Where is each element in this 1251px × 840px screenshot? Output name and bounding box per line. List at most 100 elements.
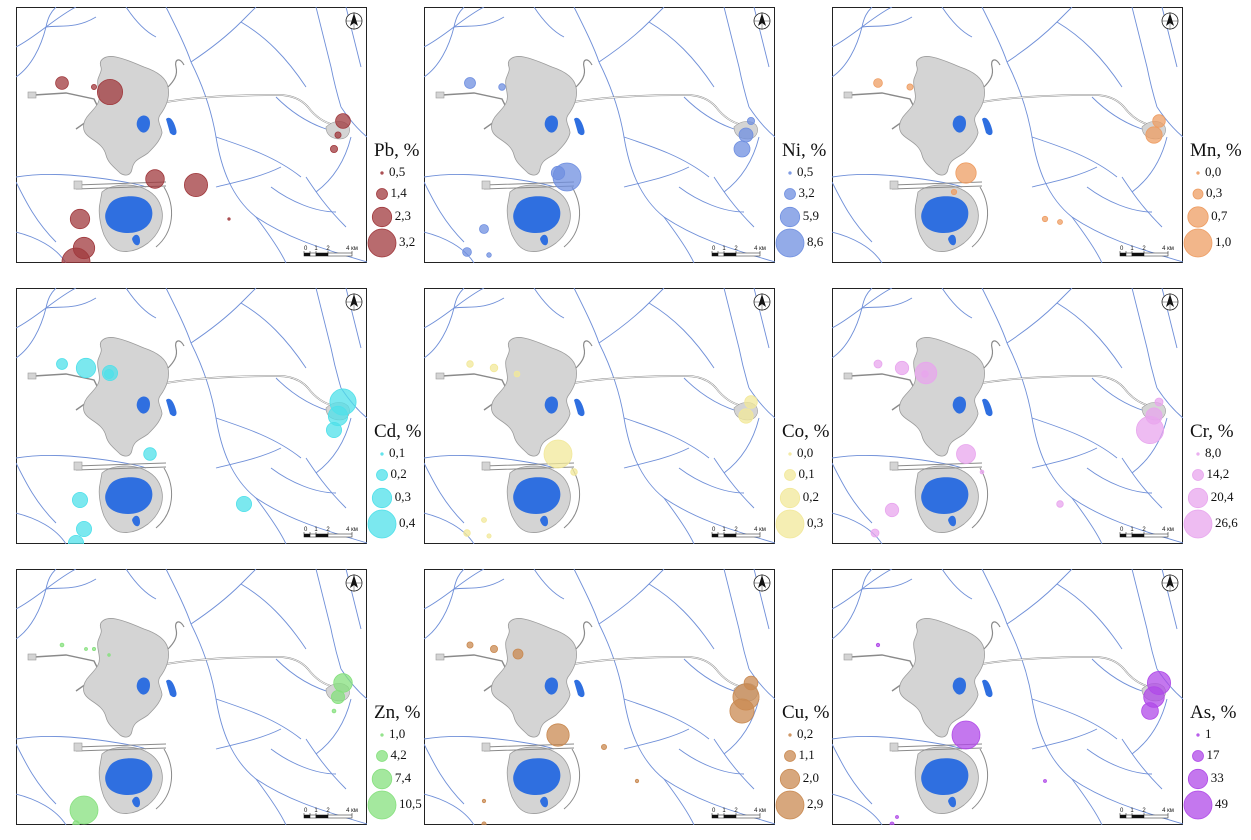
sample-point [145,169,165,189]
sample-point [884,502,900,518]
legend-label: 7,4 [394,770,412,785]
legend-label: 2,3 [394,208,411,223]
sample-point [486,533,492,539]
sample-point [489,363,499,373]
scale-bar-tick-label: 2 [1142,246,1146,252]
sample-point [550,165,566,181]
legend-symbols [775,171,805,258]
north-arrow-icon [753,574,771,592]
north-arrow-icon [753,12,771,30]
sample-point [91,84,98,91]
sample-point [498,83,506,91]
sample-point [1145,126,1163,144]
legend-circle [779,487,801,509]
scale-bar-tick-label: 1 [314,527,318,533]
scale-bar-tick-label: 4 км [1162,246,1174,252]
sample-point [513,370,521,378]
pond-small-north [952,396,966,414]
legend-label: 14,2 [1206,466,1230,481]
sample-point [921,370,929,378]
sample-points [59,642,353,825]
river-network [424,7,775,263]
sample-point [738,408,754,424]
scale-bar-tick-label: 0 [304,246,308,252]
sample-point [951,720,981,750]
sample-point [72,820,80,825]
sample-point [543,439,573,469]
map-frame [832,569,1183,825]
sample-point [486,252,492,258]
sample-point [92,647,97,652]
sample-points [56,357,357,544]
legend-circle [788,452,792,456]
scale-bar-tick-label: 0 [1120,246,1124,252]
sample-points [875,642,1171,825]
scale-bar-tick-label: 2 [326,246,330,252]
legend-label: 0,2 [802,489,819,504]
sample-point [55,76,69,90]
sample-point [329,144,338,153]
legend-circle [380,733,384,737]
sample-point [97,79,124,106]
scale-bar-tick-label: 1 [722,527,726,533]
legend-label: 0,2 [390,466,407,481]
pond-small-east [982,679,993,698]
scale-bar-tick-label: 0 [1120,527,1124,533]
sample-point [873,359,883,369]
legend-label: 0,4 [399,515,416,530]
map-frame [16,7,367,263]
legend-label: 0,7 [1211,208,1228,223]
sample-point [955,162,977,184]
legend-label: 49 [1215,796,1228,811]
sample-point [889,821,895,825]
pond-small-north [952,677,966,695]
map-frame [832,7,1183,263]
legend-symbols [367,733,397,820]
legend-label: 1,1 [798,747,815,762]
legend-circle [784,469,796,481]
sample-point [59,642,65,648]
sample-points [870,359,1164,538]
legend-title: Cd, % [374,421,422,442]
legend-circle [1187,206,1209,228]
pond-small-east [574,679,585,698]
pond-small-north [952,115,966,133]
sample-point [335,113,351,129]
sample-point [481,821,487,825]
legend-label: 1,0 [1215,234,1232,249]
sample-point [950,188,958,196]
legend-symbols [1183,733,1213,820]
legend-label: 26,6 [1215,515,1238,530]
legend-circle [1183,509,1213,539]
legend-label: 0,2 [797,726,814,741]
legend-label: 0,1 [389,445,406,460]
sample-point [334,131,342,139]
sample-point [1154,397,1164,407]
legend-circle [371,768,393,790]
legend-circle [788,171,792,175]
legend-circle [775,228,805,258]
legend-label: 0,0 [1205,164,1222,179]
sample-point [870,528,880,538]
legend-label: 2,9 [807,796,824,811]
legend-label: 8,0 [1205,445,1222,460]
river-network [16,288,367,544]
sample-point [906,83,914,91]
pond-small-north [136,677,150,695]
pond-main [105,196,153,233]
sample-point [466,641,474,649]
sample-point [143,447,157,461]
sample-point [235,495,252,512]
north-arrow-icon [345,293,363,311]
legend-circle [371,487,393,509]
legend-circle [784,750,796,762]
